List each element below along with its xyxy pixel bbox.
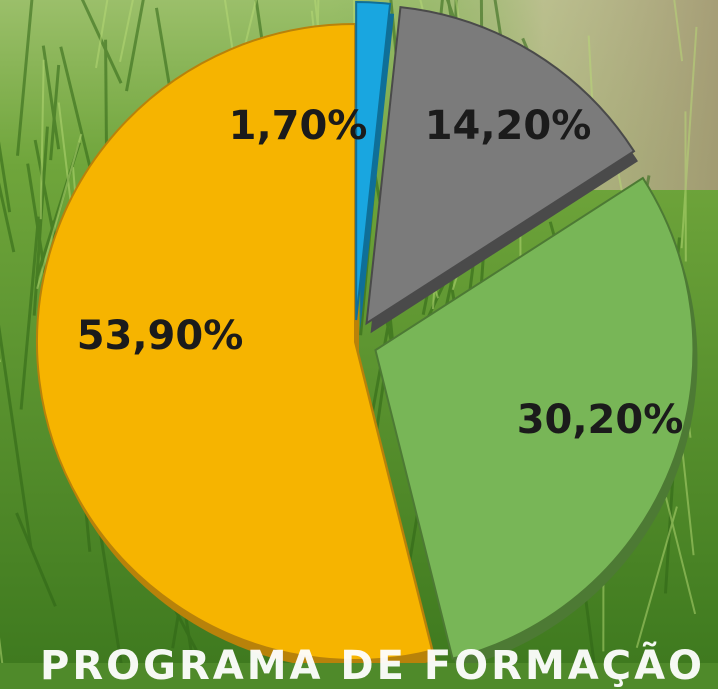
bottom-caption: PROGRAMA DE FORMAÇÃO (40, 643, 705, 689)
pie-chart: 53,90% 1,70% 14,20% 30,20% (0, 0, 718, 663)
slice-53-90-label: 53,90% (77, 313, 244, 359)
slice-30-20-label: 30,20% (517, 397, 684, 443)
slice-1-70-label: 1,70% (229, 103, 368, 149)
slice-14-20-label: 14,20% (425, 103, 592, 149)
